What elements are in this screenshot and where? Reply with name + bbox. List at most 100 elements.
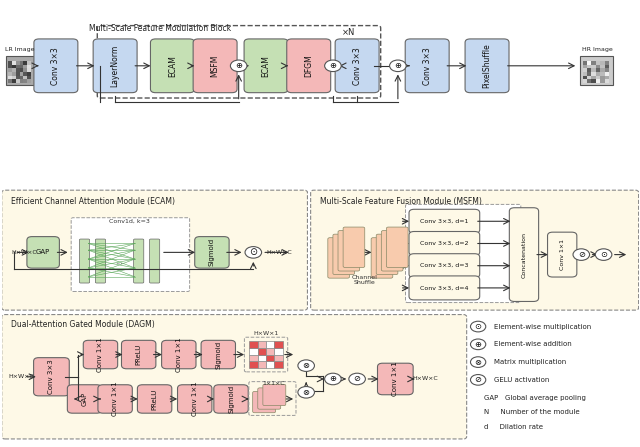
FancyBboxPatch shape: [378, 363, 413, 395]
Bar: [28, 61, 31, 65]
FancyBboxPatch shape: [214, 385, 248, 413]
Text: Element-wise multiplication: Element-wise multiplication: [494, 324, 591, 329]
Bar: [16, 72, 20, 76]
Bar: [591, 65, 596, 68]
Bar: [587, 76, 591, 79]
Bar: [596, 65, 600, 68]
FancyBboxPatch shape: [193, 39, 237, 93]
Bar: [587, 65, 591, 68]
FancyBboxPatch shape: [83, 340, 118, 369]
Bar: [8, 61, 12, 65]
FancyBboxPatch shape: [6, 56, 35, 85]
Bar: [605, 79, 609, 83]
Bar: [275, 362, 283, 368]
FancyBboxPatch shape: [79, 239, 90, 283]
Bar: [20, 68, 24, 72]
Bar: [16, 65, 20, 68]
Text: Conv 1×1: Conv 1×1: [560, 239, 564, 270]
FancyBboxPatch shape: [150, 39, 195, 93]
Text: Channel
Shuffle: Channel Shuffle: [352, 274, 378, 285]
Text: DFGM: DFGM: [304, 55, 313, 77]
Bar: [28, 76, 31, 79]
Bar: [20, 61, 24, 65]
Text: Conv 1×1: Conv 1×1: [176, 337, 182, 372]
Text: N     Number of the module: N Number of the module: [484, 409, 580, 415]
FancyBboxPatch shape: [244, 39, 288, 93]
Text: Conv 3×3: Conv 3×3: [353, 47, 362, 84]
FancyBboxPatch shape: [376, 234, 398, 274]
FancyBboxPatch shape: [465, 39, 509, 93]
Text: Efficient Channel Attention Module (ECAM): Efficient Channel Attention Module (ECAM…: [12, 197, 175, 206]
Bar: [20, 79, 24, 83]
Text: Conv 3×3, d=2: Conv 3×3, d=2: [420, 241, 468, 246]
Circle shape: [470, 321, 486, 332]
FancyBboxPatch shape: [93, 39, 137, 93]
Text: Conv 3×3: Conv 3×3: [49, 359, 54, 394]
Bar: [591, 61, 596, 65]
Text: HR Image: HR Image: [582, 47, 612, 52]
Circle shape: [298, 387, 314, 398]
Bar: [582, 61, 587, 65]
FancyBboxPatch shape: [381, 231, 403, 271]
FancyBboxPatch shape: [406, 204, 521, 303]
Text: ⊙: ⊙: [249, 247, 257, 257]
Text: H×W×C: H×W×C: [413, 376, 438, 381]
Bar: [28, 65, 31, 68]
Bar: [591, 79, 596, 83]
Text: ⊕: ⊕: [330, 375, 337, 384]
Text: 1×1×C: 1×1×C: [262, 381, 285, 386]
Circle shape: [573, 249, 589, 260]
Bar: [8, 79, 12, 83]
Text: Dual-Attention Gated Module (DAGM): Dual-Attention Gated Module (DAGM): [12, 320, 155, 329]
Bar: [24, 68, 28, 72]
Bar: [24, 61, 28, 65]
FancyBboxPatch shape: [387, 227, 408, 267]
FancyBboxPatch shape: [328, 238, 349, 278]
Text: ⊘: ⊘: [475, 375, 482, 384]
FancyBboxPatch shape: [409, 254, 480, 278]
FancyBboxPatch shape: [195, 236, 229, 268]
Text: GELU activation: GELU activation: [494, 377, 549, 383]
Bar: [250, 348, 258, 354]
Circle shape: [298, 360, 314, 371]
Circle shape: [470, 357, 486, 367]
Text: PixelShuffle: PixelShuffle: [483, 43, 492, 88]
Text: Conv 3×3, d=4: Conv 3×3, d=4: [420, 286, 468, 291]
Bar: [275, 354, 283, 362]
FancyBboxPatch shape: [333, 234, 355, 274]
Text: Element-wise addition: Element-wise addition: [494, 342, 572, 347]
Bar: [28, 72, 31, 76]
Text: d     Dilation rate: d Dilation rate: [484, 424, 543, 430]
Bar: [591, 72, 596, 76]
FancyBboxPatch shape: [310, 190, 639, 310]
Bar: [250, 354, 258, 362]
Bar: [587, 68, 591, 72]
Text: Conv 1×1: Conv 1×1: [112, 382, 118, 416]
Text: GAP: GAP: [81, 392, 88, 406]
Text: ⊗: ⊗: [475, 358, 482, 367]
FancyBboxPatch shape: [405, 39, 449, 93]
Bar: [591, 76, 596, 79]
Circle shape: [324, 373, 341, 385]
Bar: [12, 65, 16, 68]
FancyBboxPatch shape: [2, 190, 307, 310]
Text: ...: ...: [115, 257, 123, 266]
Text: Conv 1×1: Conv 1×1: [97, 337, 104, 372]
Text: ⊙: ⊙: [475, 322, 482, 331]
Text: MSFM: MSFM: [211, 55, 220, 77]
Text: Conv 1×1: Conv 1×1: [392, 362, 398, 396]
FancyBboxPatch shape: [33, 358, 69, 396]
Bar: [28, 68, 31, 72]
FancyBboxPatch shape: [95, 239, 106, 283]
Text: Matrix multiplication: Matrix multiplication: [494, 359, 566, 365]
FancyBboxPatch shape: [27, 236, 60, 268]
Bar: [12, 79, 16, 83]
Text: ⊘: ⊘: [578, 250, 585, 259]
FancyBboxPatch shape: [67, 385, 102, 413]
FancyBboxPatch shape: [98, 385, 132, 413]
Bar: [582, 65, 587, 68]
Text: Conv 1×1: Conv 1×1: [192, 382, 198, 416]
Bar: [250, 341, 258, 348]
Circle shape: [245, 247, 262, 258]
Text: ECAM: ECAM: [168, 55, 177, 77]
